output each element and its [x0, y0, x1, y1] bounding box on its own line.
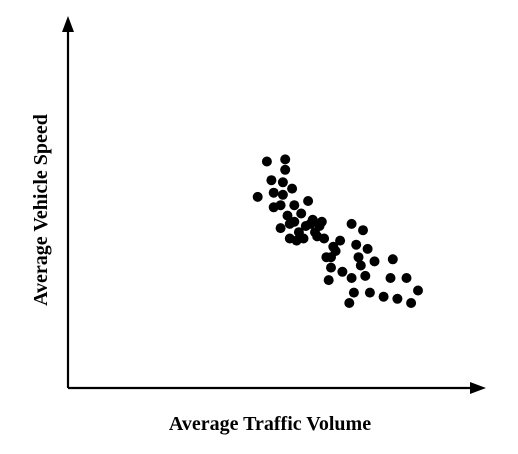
- scatter-point: [387, 254, 398, 265]
- scatter-point: [348, 287, 359, 298]
- scatter-point: [355, 260, 366, 271]
- scatter-point: [268, 187, 279, 198]
- scatter-point: [413, 285, 423, 296]
- scatter-point: [298, 233, 309, 244]
- scatter-point: [406, 298, 417, 308]
- scatter-point: [401, 273, 412, 283]
- scatter-point: [282, 210, 293, 221]
- scatter-point: [362, 243, 373, 254]
- scatter-point: [351, 239, 362, 250]
- scatter-point: [358, 225, 368, 236]
- x-axis-title: Average Traffic Volume: [169, 413, 371, 435]
- scatter-point: [319, 233, 330, 244]
- scatter-point: [280, 154, 291, 165]
- scatter-point: [275, 200, 286, 211]
- axes: [62, 16, 486, 394]
- scatter-point: [378, 291, 389, 302]
- y-axis-arrowhead: [62, 16, 74, 32]
- scatter-point: [307, 214, 318, 225]
- scatter-point: [275, 223, 286, 234]
- scatter-point: [261, 156, 272, 167]
- scatter-point: [323, 275, 334, 286]
- scatter-point: [316, 216, 327, 227]
- scatter-point: [266, 175, 277, 186]
- scatter-point: [326, 262, 336, 273]
- scatter-point: [346, 218, 357, 229]
- scatter-point: [335, 235, 346, 246]
- scatter-point: [277, 177, 288, 188]
- x-axis-arrowhead: [470, 382, 486, 394]
- scatter-point: [287, 183, 298, 194]
- y-axis-title: Average Vehicle Speed: [30, 114, 52, 306]
- scatter-point: [346, 273, 357, 283]
- scatter-point: [392, 293, 403, 304]
- scatter-point: [296, 208, 307, 219]
- scatter-point: [364, 287, 375, 298]
- scatter-point: [344, 298, 355, 308]
- scatter-point: [252, 191, 263, 202]
- scatter-point: [330, 246, 341, 256]
- scatter-point: [289, 216, 300, 227]
- scatter-point: [369, 256, 380, 267]
- scatter-point: [385, 273, 396, 283]
- scatter-point: [289, 200, 300, 211]
- scatter-point: [277, 189, 288, 200]
- data-points: [252, 154, 423, 308]
- scatter-point: [280, 164, 291, 175]
- scatter-point: [353, 252, 364, 263]
- scatter-point: [360, 270, 371, 281]
- scatter-point: [303, 196, 314, 206]
- scatter-point: [337, 266, 348, 277]
